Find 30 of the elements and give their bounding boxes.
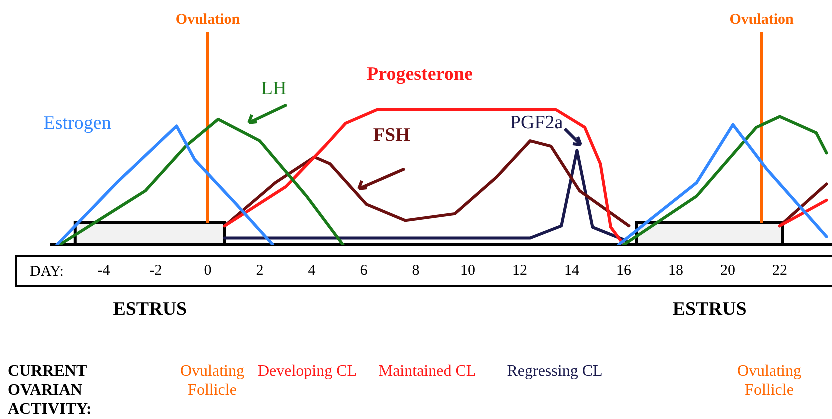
x-tick-label: 18	[668, 262, 684, 279]
text: Maintained CL	[378, 362, 478, 381]
text: Ovulating Follicle	[180, 363, 244, 399]
x-tick-label: 6	[360, 262, 368, 279]
ref-line-label: Ovulation	[176, 12, 241, 28]
x-tick-label: 8	[412, 262, 420, 279]
text: Ovulating Follicle	[736, 362, 802, 400]
series-label: PGF2a	[510, 112, 564, 134]
x-tick-label: -2	[150, 262, 162, 279]
x-tick-label: 0	[204, 262, 212, 279]
x-tick-label: 12	[512, 262, 528, 279]
x-tick-label: 22	[772, 262, 788, 279]
ref-line-label: Ovulation	[730, 12, 795, 28]
text: Regressing CL	[506, 362, 604, 381]
text: Estrogen	[44, 113, 112, 134]
x-tick-label: 20	[720, 262, 736, 279]
band-label: ESTRUS	[113, 298, 188, 320]
text: Developing CL	[256, 362, 358, 381]
text: CURRENT OVARIAN ACTIVITY:	[8, 362, 93, 419]
x-tick-label: 10	[460, 262, 476, 279]
x-tick-label: 2	[256, 262, 264, 279]
text: FSH	[373, 124, 411, 146]
x-axis-title: DAY:	[30, 264, 64, 280]
x-tick-label: -4	[98, 262, 111, 279]
series-label: Progesterone	[367, 64, 473, 85]
band-label: ESTRUS	[672, 298, 747, 320]
x-tick-label: 16	[616, 262, 632, 279]
x-tick-label: 14	[564, 262, 580, 279]
x-tick-label: 4	[308, 262, 316, 279]
series-label: LH	[261, 78, 288, 100]
